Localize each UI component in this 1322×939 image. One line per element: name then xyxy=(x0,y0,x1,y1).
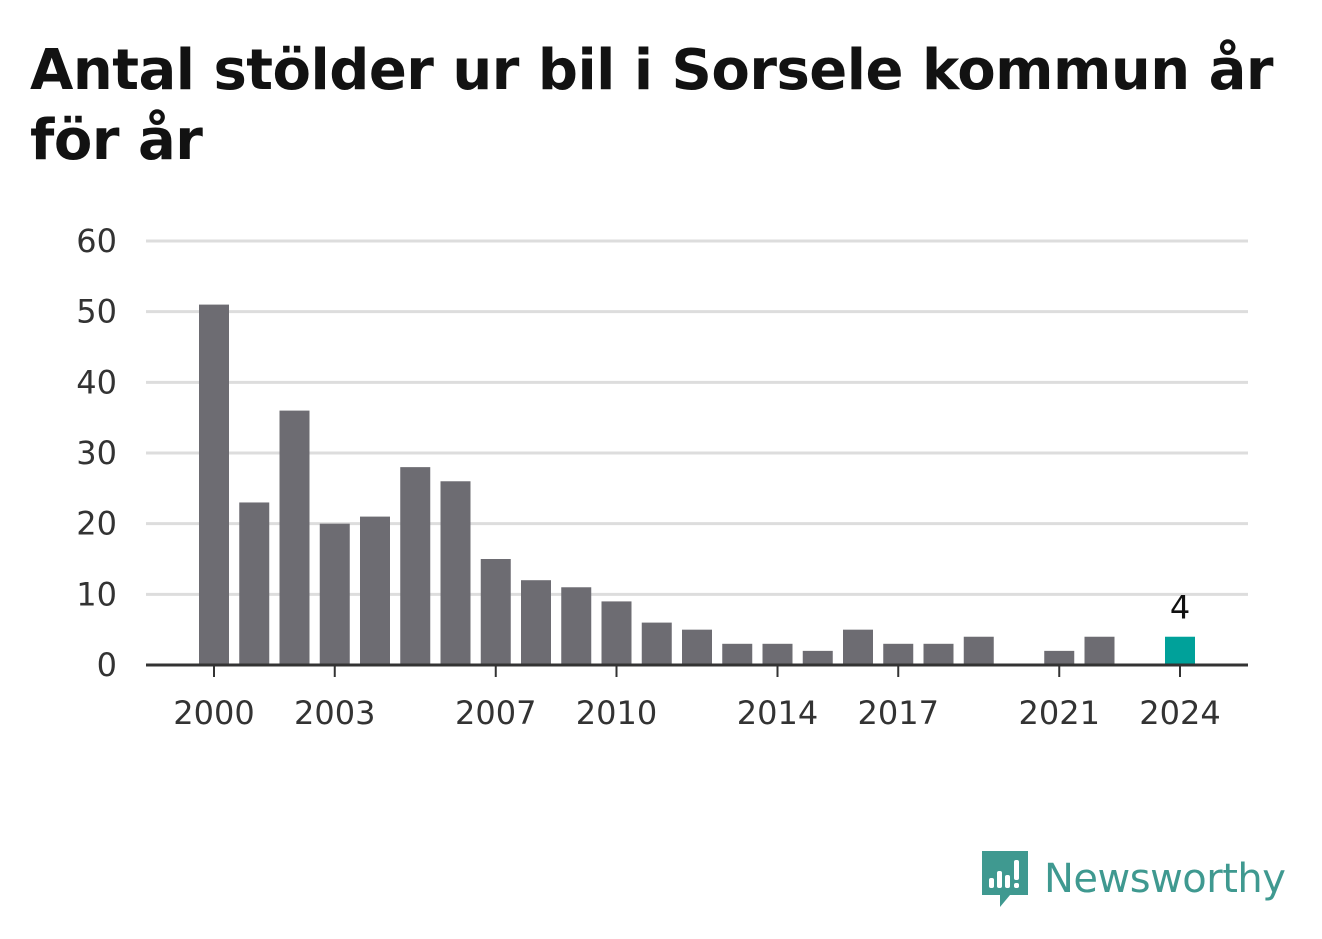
bar-2021 xyxy=(1044,650,1075,665)
bar-2008 xyxy=(521,580,551,665)
x-tick-label: 2014 xyxy=(737,694,818,732)
bar-2017 xyxy=(883,643,914,665)
bar-2014 xyxy=(762,643,793,665)
y-tick-label: 60 xyxy=(76,222,117,260)
bar-2011 xyxy=(641,622,672,665)
bar-2001 xyxy=(239,502,270,665)
bar-2019 xyxy=(963,636,994,665)
bar-2015 xyxy=(802,650,833,665)
brand-name: Newsworthy xyxy=(1044,856,1286,902)
bar-2022 xyxy=(1084,636,1115,665)
x-tick-label: 2021 xyxy=(1019,694,1100,732)
bar-2012 xyxy=(682,629,712,665)
newsworthy-logo-icon xyxy=(982,851,1028,907)
y-tick-label: 30 xyxy=(76,434,117,472)
annotations: 4 xyxy=(1170,589,1190,627)
bar-2024 xyxy=(1165,636,1195,665)
y-tick-label: 0 xyxy=(97,646,117,684)
x-axis xyxy=(146,663,1248,677)
y-tick-label: 40 xyxy=(76,363,117,401)
bar-2000 xyxy=(199,304,229,665)
x-tick-label: 2007 xyxy=(455,694,536,732)
x-tick-label: 2010 xyxy=(576,694,657,732)
x-tick-label: 2000 xyxy=(173,694,254,732)
newsworthy-brand: Newsworthy xyxy=(980,848,1286,910)
y-tick-label: 20 xyxy=(76,505,117,543)
chart-title: Antal stölder ur bil i Sorsele kommun år… xyxy=(30,38,1274,173)
x-axis-labels: 2000 2003 2007 2010 2014 2017 2021 2024 xyxy=(173,694,1220,732)
bar-2018 xyxy=(923,643,954,665)
bar-2006 xyxy=(440,481,471,665)
gridlines xyxy=(146,239,1248,596)
bar-2002 xyxy=(279,410,310,665)
x-tick-label: 2017 xyxy=(858,694,939,732)
bar-2004 xyxy=(360,516,390,665)
bar-2016 xyxy=(843,629,873,665)
y-tick-label: 10 xyxy=(76,575,117,613)
bar-2007 xyxy=(480,559,511,665)
bars xyxy=(199,304,1195,665)
y-tick-label: 50 xyxy=(76,293,117,331)
x-tick-label: 2024 xyxy=(1139,694,1220,732)
bar-2003 xyxy=(319,523,350,665)
bar-2010 xyxy=(601,601,632,665)
data-label: 4 xyxy=(1170,589,1190,627)
y-axis-labels: 0 10 20 30 40 50 60 xyxy=(76,222,117,684)
bar-2013 xyxy=(722,643,753,665)
bar-2009 xyxy=(561,587,592,665)
x-tick-label: 2003 xyxy=(294,694,375,732)
bar-2005 xyxy=(400,467,431,665)
